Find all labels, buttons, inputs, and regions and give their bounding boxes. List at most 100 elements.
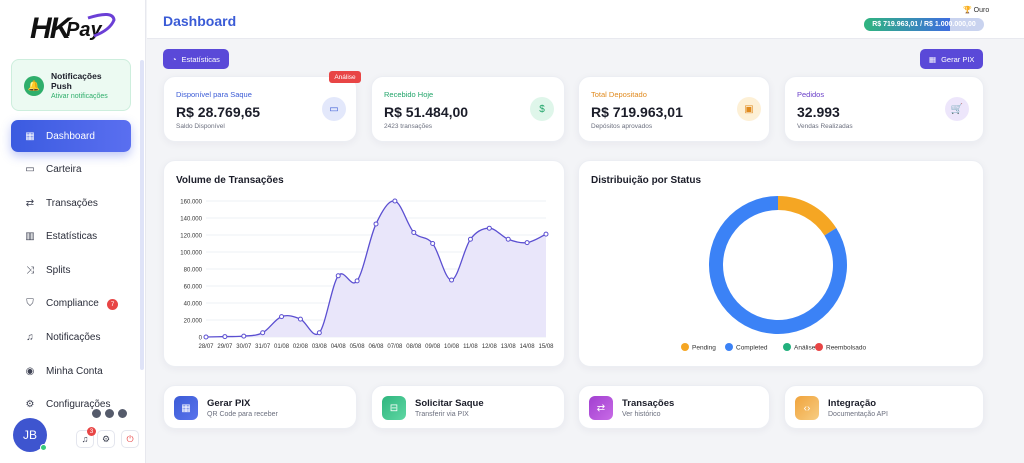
quick-action-title: Transações	[622, 398, 675, 409]
y-tick-label: 20.000	[184, 319, 203, 325]
quick-action-generate-pix[interactable]: ▦ Gerar PIX QR Code para receber	[163, 385, 357, 429]
stat-value: R$ 719.963,01	[591, 104, 683, 120]
sidebar-item-dashboard[interactable]: ▦ Dashboard	[11, 120, 131, 152]
x-tick-label: 31/07	[255, 344, 271, 350]
donut-slice	[778, 196, 837, 236]
qr-code-icon: ▦	[929, 54, 937, 64]
sidebar-item-compliance[interactable]: ⛉ Compliance 7	[11, 288, 131, 320]
collapse-dots[interactable]	[91, 408, 128, 419]
settings-button[interactable]: ⚙	[97, 430, 115, 448]
sidebar-nav: ▦ Dashboard ▭ Carteira ⇄ Transações ▥ Es…	[11, 120, 131, 422]
logout-button[interactable]: ⏻	[121, 430, 139, 448]
sidebar-item-minha-conta[interactable]: ◉ Minha Conta	[11, 355, 131, 387]
generate-pix-button-label: Gerar PIX	[941, 54, 975, 64]
svg-text:Pay: Pay	[66, 19, 102, 41]
stat-label: Pedidos	[797, 90, 825, 99]
page-title: Dashboard	[163, 13, 237, 29]
data-point	[430, 241, 436, 246]
data-point	[467, 236, 473, 242]
y-tick-label: 100.000	[180, 251, 202, 257]
status-chart-title: Distribuição por Status	[591, 175, 702, 186]
shuffle-icon: ⤨	[26, 264, 34, 276]
data-point	[392, 198, 398, 204]
quick-action-transactions[interactable]: ⇄ Transações Ver histórico	[578, 385, 770, 429]
data-point	[543, 231, 549, 237]
quick-action-integration[interactable]: ‹› Integração Documentação API	[784, 385, 984, 429]
legend-swatch	[725, 343, 733, 351]
x-tick-label: 13/08	[501, 344, 517, 350]
area-fill	[206, 200, 546, 337]
x-tick-label: 03/08	[312, 344, 328, 350]
push-notification-card[interactable]: 🔔 Notificações Push Ativar notificações	[11, 59, 131, 111]
sidebar: HK Pay 🔔 Notificações Push Ativar notifi…	[0, 0, 146, 463]
sidebar-item-label: Dashboard	[46, 130, 95, 142]
stat-card-total-deposited[interactable]: Total Depositado R$ 719.963,01 Depósitos…	[578, 76, 770, 142]
sidebar-item-transacoes[interactable]: ⇄ Transações	[11, 187, 131, 219]
sidebar-item-estatisticas[interactable]: ▥ Estatísticas	[11, 221, 131, 253]
quick-action-withdraw[interactable]: ⊟ Solicitar Saque Transferir via PIX	[371, 385, 565, 429]
sidebar-item-carteira[interactable]: ▭ Carteira	[11, 154, 131, 186]
x-tick-label: 01/08	[274, 344, 290, 350]
sidebar-item-configuracoes[interactable]: ⚙ Configurações	[11, 389, 131, 421]
y-tick-label: 120.000	[180, 234, 202, 240]
sidebar-item-label: Minha Conta	[46, 365, 103, 377]
data-point	[279, 314, 285, 320]
code-icon: ‹›	[795, 396, 819, 420]
dot-icon	[117, 408, 128, 419]
stat-value: R$ 51.484,00	[384, 104, 469, 120]
x-tick-label: 09/08	[425, 344, 441, 350]
statistics-button[interactable]: ◔ Estatísticas	[163, 49, 229, 69]
exchange-icon: ⇄	[25, 197, 35, 209]
wallet-icon: ▭	[322, 97, 346, 121]
sidebar-item-notificacoes[interactable]: ♫ Notificações	[11, 322, 131, 354]
y-tick-label: 80.000	[184, 268, 203, 274]
stat-label: Disponível para Saque	[176, 90, 252, 99]
legend-label: Completed	[736, 345, 768, 352]
brand-logo[interactable]: HK Pay	[28, 6, 120, 48]
x-tick-label: 15/08	[538, 344, 554, 350]
online-status-icon	[40, 444, 47, 451]
x-tick-label: 05/08	[350, 344, 366, 350]
quick-action-sub: Ver histórico	[622, 411, 661, 418]
legend-swatch	[681, 343, 689, 351]
notification-count-badge: 3	[87, 427, 96, 436]
x-tick-label: 10/08	[444, 344, 460, 350]
cart-icon: 🛒	[945, 97, 969, 121]
x-tick-label: 11/08	[463, 344, 478, 350]
cash-icon: ▣	[737, 97, 761, 121]
compliance-badge: 7	[107, 298, 118, 310]
data-point	[505, 236, 511, 242]
volume-chart-title: Volume de Transações	[176, 175, 284, 186]
data-point	[524, 240, 530, 246]
enable-notifications-link[interactable]: Ativar notificações	[51, 93, 108, 100]
stat-card-available[interactable]: Disponível para Saque R$ 28.769,65 Saldo…	[163, 76, 357, 142]
stat-label: Total Depositado	[591, 90, 647, 99]
data-point	[411, 229, 417, 235]
sidebar-item-label: Estatísticas	[46, 231, 98, 243]
sidebar-item-label: Compliance	[46, 298, 99, 310]
bell-icon: ♫	[26, 332, 34, 344]
sidebar-item-splits[interactable]: ⤨ Splits	[11, 254, 131, 286]
notification-card-title: Notificações Push	[51, 71, 102, 91]
legend-label: Pending	[692, 345, 716, 352]
y-tick-label: 60.000	[184, 285, 203, 291]
status-donut-chart: Pending Completed Análise Reembolsado	[681, 196, 866, 352]
x-tick-label: 28/07	[198, 344, 214, 350]
generate-pix-button[interactable]: ▦ Gerar PIX	[920, 49, 984, 69]
data-point	[203, 334, 209, 340]
statistics-button-label: Estatísticas	[181, 54, 220, 64]
sidebar-scrollbar[interactable]	[140, 60, 144, 370]
legend-swatch	[783, 343, 791, 351]
data-point	[486, 225, 492, 231]
progress-text: R$ 719.963,01 / R$ 1.000.000,00	[872, 21, 976, 28]
stat-card-orders[interactable]: Pedidos 32.993 Vendas Realizadas 🛒	[784, 76, 984, 142]
topbar: Dashboard 🏆 Ouro R$ 719.963,01 / R$ 1.00…	[147, 0, 1024, 39]
stat-card-received-today[interactable]: Recebido Hoje R$ 51.484,00 2423 transaçõ…	[371, 76, 565, 142]
stat-sub: 2423 transações	[384, 123, 433, 130]
x-tick-label: 08/08	[406, 344, 422, 350]
data-point	[222, 334, 228, 340]
notifications-button[interactable]: ♫ 3	[76, 427, 96, 448]
tier-name: Ouro	[973, 7, 990, 14]
avatar[interactable]: JB	[13, 418, 47, 452]
user-icon: ◉	[25, 365, 35, 377]
